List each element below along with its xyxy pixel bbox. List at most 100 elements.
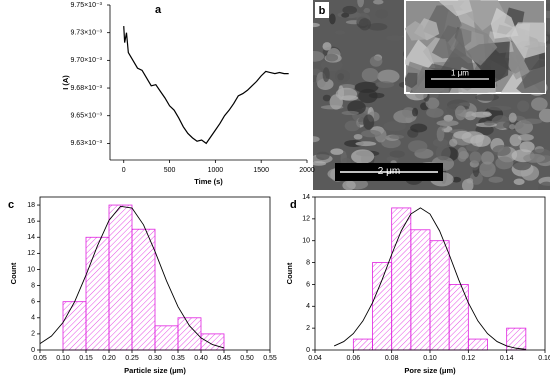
x-tick-label: 0.50 (240, 355, 254, 362)
y-tick-label: 14 (302, 194, 310, 201)
grain (342, 5, 357, 15)
grain (453, 130, 472, 139)
y-tick-label: 12 (302, 216, 310, 223)
y-axis-title: Count (9, 262, 18, 284)
y-tick-label: 9.63×10⁻³ (70, 140, 102, 147)
grain (471, 111, 492, 118)
x-tick-label: 0.55 (263, 355, 277, 362)
y-axis-title: I (A) (61, 75, 70, 90)
y-tick-label: 14 (27, 234, 35, 241)
grain (544, 3, 550, 11)
panel-label: d (290, 199, 297, 211)
grain (342, 180, 356, 190)
y-tick-label: 10 (302, 238, 310, 245)
x-tick-label: 1500 (253, 167, 269, 174)
grain (443, 114, 454, 122)
grain (513, 178, 525, 185)
grain (475, 93, 500, 101)
grain (431, 25, 467, 59)
x-tick-label: 0.40 (194, 355, 208, 362)
grain (520, 118, 543, 125)
grain (451, 176, 462, 183)
data-line (123, 26, 289, 145)
y-tick-label: 4 (31, 315, 35, 322)
grain (466, 177, 474, 184)
bar (154, 325, 179, 351)
bar (372, 262, 393, 351)
grain (358, 18, 371, 31)
grain (322, 42, 332, 51)
y-tick-label: 8 (31, 282, 35, 289)
grain (405, 72, 418, 89)
y-tick-label: 12 (27, 250, 35, 257)
grain (329, 13, 336, 25)
grain (517, 100, 530, 112)
grain (373, 0, 384, 5)
y-tick-label: 9.70×10⁻³ (70, 57, 102, 64)
x-tick-label: 500 (164, 167, 176, 174)
grain (313, 161, 327, 166)
grain (435, 144, 451, 161)
grain (518, 134, 534, 141)
grain (361, 67, 379, 83)
bar (108, 204, 133, 351)
grain (389, 150, 405, 158)
x-axis-title: Time (s) (194, 177, 223, 186)
bar (85, 236, 110, 351)
y-tick-label: 8 (306, 259, 310, 266)
grain (481, 151, 495, 165)
bar (131, 228, 156, 351)
bar (410, 229, 431, 351)
grain (531, 97, 548, 111)
x-tick-label: 0.04 (308, 355, 322, 362)
x-axis-title: Pore size (μm) (404, 366, 456, 375)
grain (357, 0, 364, 8)
y-tick-label: 9.68×10⁻³ (70, 85, 102, 92)
x-tick-label: 2000 (299, 167, 315, 174)
grain (358, 88, 378, 104)
grain (361, 129, 381, 138)
grain (412, 107, 419, 117)
grain (377, 69, 400, 84)
grain (470, 134, 491, 147)
panel-label: c (8, 199, 14, 211)
grain (325, 53, 339, 62)
grain (508, 112, 517, 123)
y-tick-label: 0 (31, 347, 35, 354)
fit-curve (39, 205, 225, 349)
grain (386, 156, 399, 162)
y-tick-label: 0 (306, 347, 310, 354)
x-tick-label: 0.45 (217, 355, 231, 362)
grain (490, 7, 519, 39)
bar (467, 338, 488, 351)
x-tick-label: 0.20 (102, 355, 116, 362)
y-tick-label: 6 (31, 299, 35, 306)
grain (330, 148, 344, 155)
grain (363, 114, 375, 130)
x-tick-label: 0.10 (423, 355, 437, 362)
sem-image: b 1 μm 2 μm (313, 0, 550, 190)
x-tick-label: 0.06 (347, 355, 361, 362)
grain (389, 134, 405, 139)
grain (344, 120, 361, 132)
inset-scale-label: 1 μm (451, 69, 469, 78)
grain (313, 22, 320, 28)
y-tick-label: 4 (306, 303, 310, 310)
grain (436, 126, 445, 142)
plot-frame (110, 5, 307, 160)
grain (487, 105, 512, 111)
grain (313, 51, 325, 62)
grain (537, 181, 550, 190)
grain (335, 69, 350, 83)
grain (334, 30, 346, 35)
grain (464, 111, 477, 121)
grain (510, 22, 545, 59)
grain (426, 107, 444, 118)
x-tick-label: 0.15 (79, 355, 93, 362)
y-tick-label: 9.65×10⁻³ (70, 113, 102, 120)
grain (410, 123, 428, 133)
plot-frame (314, 196, 546, 351)
panel-label: a (155, 4, 162, 16)
grain (509, 124, 516, 130)
grain (455, 105, 467, 121)
